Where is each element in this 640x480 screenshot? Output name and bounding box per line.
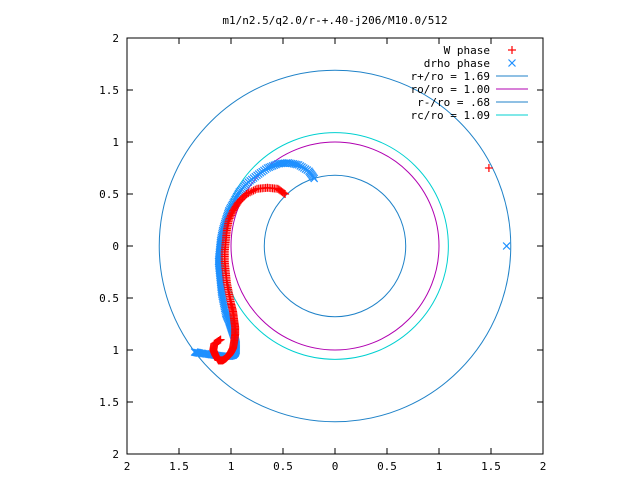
x-tick-label: 1 — [228, 460, 235, 473]
y-tick-label: 1 — [112, 136, 119, 149]
cross-b — [502, 242, 511, 250]
legend-label: r-/ro = .68 — [417, 96, 490, 109]
x-tick-label: 1 — [436, 460, 443, 473]
cross-b — [279, 159, 287, 168]
cross-b — [277, 159, 286, 168]
data-point — [251, 185, 260, 194]
circle-ro-ro-1-00 — [230, 141, 440, 351]
circle-r-ro-68 — [263, 174, 407, 318]
data-point — [221, 307, 230, 316]
y-tick-label: 1.5 — [99, 396, 119, 409]
data-point — [215, 336, 224, 345]
x-tick-label: 1.5 — [481, 460, 501, 473]
cross-b — [284, 158, 293, 167]
chart-title: m1/n2.5/q2.0/r-+.40-j206/M10.0/512 — [222, 14, 447, 27]
legend-label: W phase — [444, 44, 490, 57]
cross-b — [190, 348, 199, 357]
data-point — [247, 187, 256, 196]
y-tick-label: 1.5 — [99, 84, 119, 97]
data-point — [190, 348, 199, 357]
cross-b — [221, 307, 230, 316]
y-tick-label: 2 — [112, 448, 119, 461]
cross-b — [508, 59, 516, 67]
data-point — [249, 186, 258, 195]
x-tick-label: 2 — [124, 460, 131, 473]
x-tick-label: 1.5 — [169, 460, 189, 473]
legend-label: ro/ro = 1.00 — [411, 83, 490, 96]
y-tick-label: 0 — [112, 240, 119, 253]
x-tick-label: 2 — [540, 460, 547, 473]
legend-label: drho phase — [424, 57, 490, 70]
circle-r-ro-1-69 — [158, 69, 512, 423]
legend-marker — [508, 59, 516, 67]
y-tick-label: 1 — [112, 344, 119, 357]
data-point — [502, 242, 511, 250]
data-point — [484, 164, 493, 172]
legend-label: rc/ro = 1.09 — [411, 109, 490, 122]
data-point — [246, 188, 255, 197]
x-tick-label: 0 — [332, 460, 339, 473]
series-w-phase — [209, 164, 493, 365]
reference-circles — [158, 69, 512, 423]
y-tick-label: 0.5 — [99, 188, 119, 201]
data-point — [216, 335, 225, 344]
cross-b — [282, 159, 291, 167]
circle-rc-ro-1-09 — [221, 132, 449, 360]
legend-marker — [508, 46, 516, 54]
data-series — [190, 158, 511, 365]
cross-b — [280, 159, 289, 168]
data-point — [225, 214, 234, 223]
axes: 2 1.5 1 0.5 0 0.5 1 1.5 221.510.500.511.52 — [99, 32, 546, 473]
legend-label: r+/ro = 1.69 — [411, 70, 490, 83]
x-tick-label: 0.5 — [273, 460, 293, 473]
y-tick-label: 2 — [112, 32, 119, 45]
data-point — [253, 184, 261, 193]
cross-b — [221, 306, 230, 315]
y-tick-label: 0.5 — [99, 292, 119, 305]
x-tick-label: 0.5 — [377, 460, 397, 473]
